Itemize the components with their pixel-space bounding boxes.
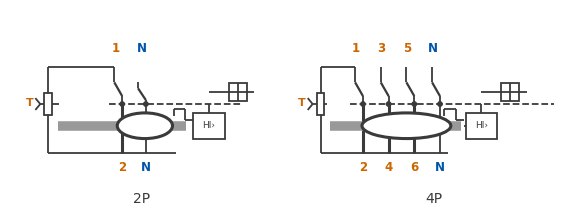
Text: HI›: HI› (202, 121, 215, 130)
Circle shape (438, 102, 442, 106)
Text: T: T (298, 98, 305, 108)
Text: T: T (25, 98, 33, 108)
Circle shape (361, 102, 365, 106)
Circle shape (144, 102, 148, 106)
Bar (44, 93, 52, 115)
Bar (229, 83, 246, 101)
Text: 2P: 2P (134, 192, 151, 206)
Bar (466, 113, 497, 139)
Text: N: N (435, 161, 445, 174)
Bar (193, 113, 225, 139)
Text: HI›: HI› (475, 121, 488, 130)
Text: N: N (428, 42, 438, 55)
Text: N: N (141, 161, 151, 174)
Circle shape (386, 102, 391, 106)
Text: 2: 2 (359, 161, 367, 174)
Text: 1: 1 (352, 42, 360, 55)
Text: 3: 3 (378, 42, 386, 55)
Bar (317, 93, 324, 115)
Text: 4P: 4P (426, 192, 442, 206)
Circle shape (412, 102, 417, 106)
Text: 6: 6 (410, 161, 418, 174)
Text: 4: 4 (384, 161, 393, 174)
Text: N: N (137, 42, 147, 55)
Bar (501, 83, 519, 101)
Ellipse shape (117, 113, 172, 139)
Text: 2: 2 (118, 161, 126, 174)
Circle shape (120, 102, 124, 106)
Text: 5: 5 (403, 42, 411, 55)
Text: 1: 1 (111, 42, 119, 55)
Ellipse shape (362, 113, 451, 139)
